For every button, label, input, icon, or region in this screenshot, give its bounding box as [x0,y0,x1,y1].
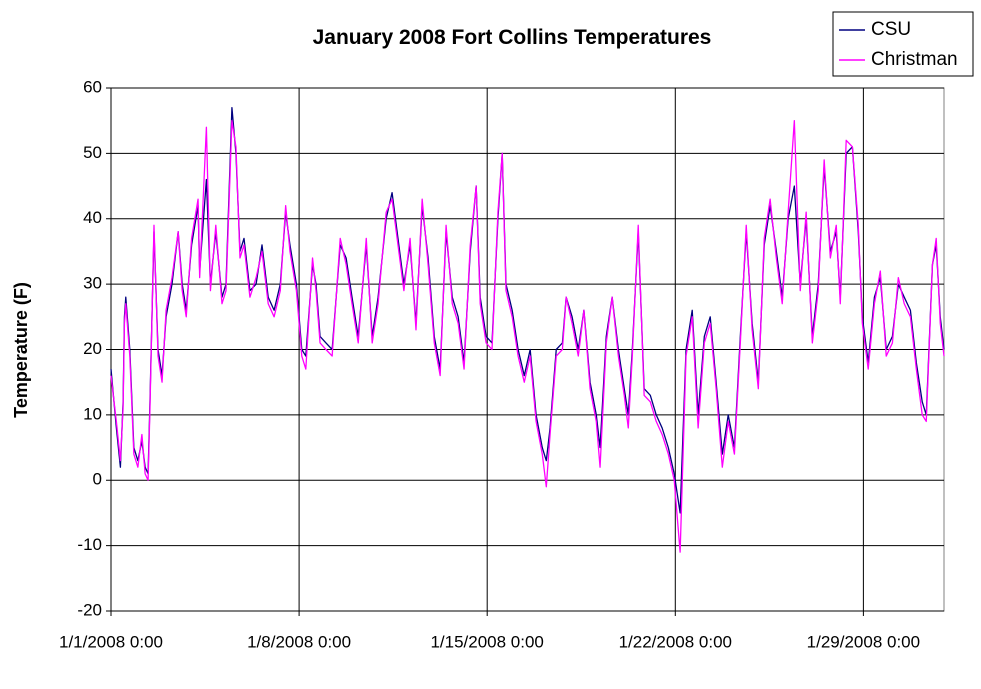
chart-title: January 2008 Fort Collins Temperatures [313,26,712,49]
x-tick-label: 1/22/2008 0:00 [619,632,732,651]
y-tick-label: -10 [77,535,102,554]
y-tick-label: 40 [83,208,102,227]
legend-box [832,11,974,77]
x-tick-label: 1/29/2008 0:00 [807,632,920,651]
legend-label: Christman [871,49,958,70]
x-tick-label: 1/8/2008 0:00 [247,632,351,651]
y-tick-label: 20 [83,339,102,358]
y-tick-label: 0 [93,470,102,489]
y-tick-label: -20 [77,600,102,619]
legend-label: CSU [871,19,911,40]
x-tick-label: 1/1/2008 0:00 [59,632,163,651]
x-tick-label: 1/15/2008 0:00 [430,632,543,651]
y-tick-label: 50 [83,143,102,162]
y-tick-label: 30 [83,274,102,293]
y-tick-label: 60 [83,77,102,96]
series-line [110,120,945,553]
y-axis-title: Temperature (F) [11,282,31,418]
y-tick-label: 10 [83,404,102,423]
